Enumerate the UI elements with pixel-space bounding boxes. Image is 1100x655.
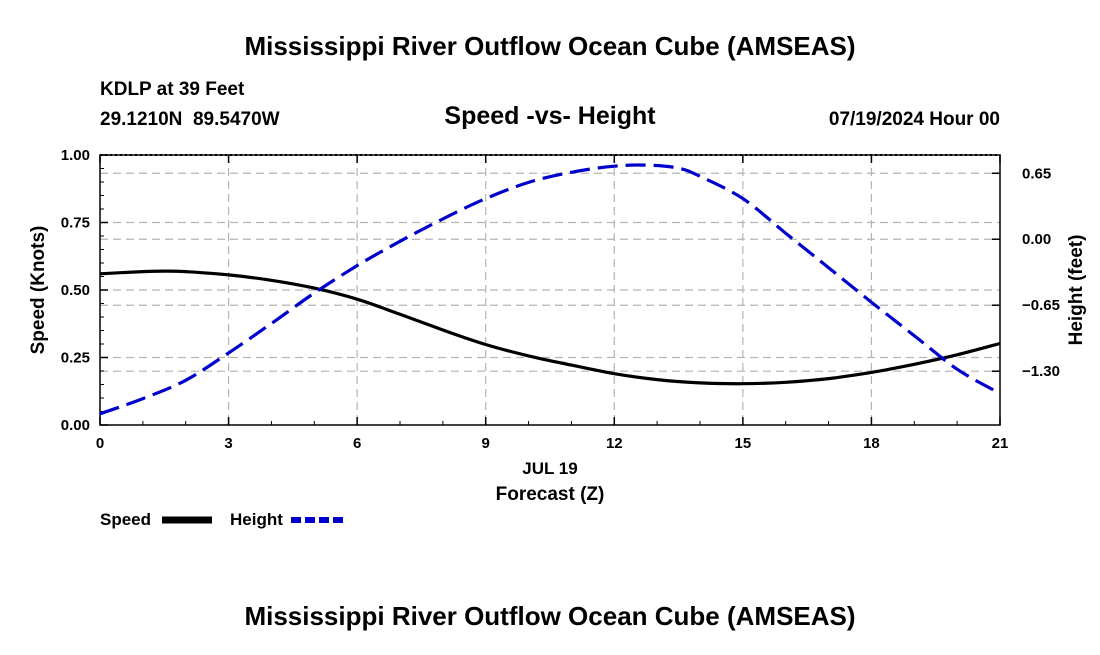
x-axis-label: Forecast (Z) <box>496 484 605 505</box>
axis-ticks: 0 3 6 9 12 15 18 21 0.00 0.25 0.50 0.75 1.00 0.65 0.00… <box>61 147 1060 452</box>
main-title: Mississippi River Outflow Ocean Cube (AM… <box>244 31 855 61</box>
x-tick-label: 15 <box>735 435 752 452</box>
legend: Speed Height <box>100 510 343 529</box>
x-tick-label: 18 <box>863 435 880 452</box>
x-tick-label: 6 <box>353 435 361 452</box>
y-left-axis-label: Speed (Knots) <box>28 226 49 355</box>
y-left-tick-label: 0.50 <box>61 282 90 299</box>
x-tick-label: 3 <box>224 435 232 452</box>
x-tick-label: 0 <box>96 435 104 452</box>
y-right-tick-label: 0.65 <box>1022 165 1051 182</box>
footer-title: Mississippi River Outflow Ocean Cube (AM… <box>244 601 855 631</box>
y-right-tick-label: −0.65 <box>1022 297 1060 314</box>
x-tick-label: 9 <box>482 435 490 452</box>
x-tick-label: 12 <box>606 435 623 452</box>
date-label: 07/19/2024 Hour 00 <box>829 109 1000 130</box>
chart-subtitle: Speed -vs- Height <box>444 102 656 130</box>
x-date-label: JUL 19 <box>522 459 577 478</box>
station-label: KDLP at 39 Feet <box>100 79 245 100</box>
legend-height-label: Height <box>230 510 283 529</box>
series-line-height <box>99 163 1001 416</box>
y-left-tick-label: 0.00 <box>61 417 90 434</box>
coords-label: 29.1210N 89.5470W <box>100 109 280 130</box>
y-right-axis-label: Height (feet) <box>1066 235 1087 346</box>
legend-speed-label: Speed <box>100 510 151 529</box>
series-line-speed <box>99 269 1001 386</box>
y-right-tick-label: −1.30 <box>1022 363 1060 380</box>
y-right-tick-label: 0.00 <box>1022 231 1051 248</box>
y-left-tick-label: 1.00 <box>61 147 90 164</box>
series <box>99 163 1001 416</box>
y-left-tick-label: 0.75 <box>61 215 90 232</box>
y-left-tick-label: 0.25 <box>61 350 90 367</box>
grid <box>100 154 1000 425</box>
x-tick-label: 21 <box>992 435 1009 452</box>
